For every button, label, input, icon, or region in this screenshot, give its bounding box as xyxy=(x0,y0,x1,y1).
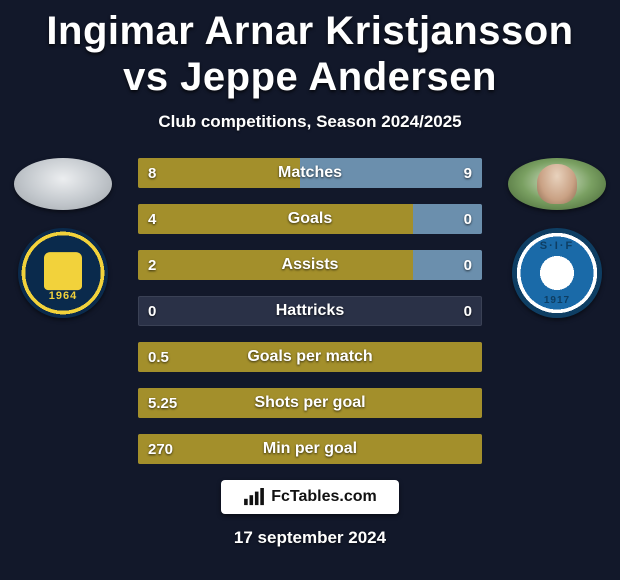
stat-bar-left xyxy=(138,250,413,280)
comparison-stage: Matches89 Goals40 Assists20 Hattricks0 0 Goal… xyxy=(0,158,620,464)
stat-label: Hattricks xyxy=(138,296,482,326)
right-club-crest xyxy=(512,228,602,318)
left-player-photo xyxy=(14,158,112,210)
stat-row: Min per goal270 xyxy=(138,434,482,464)
stat-bar-right xyxy=(300,158,482,188)
stat-row: Hattricks0 0 xyxy=(138,296,482,326)
page-title: Ingimar Arnar Kristjansson vs Jeppe Ande… xyxy=(0,0,620,100)
stat-bar-left xyxy=(138,342,482,372)
right-player-photo xyxy=(508,158,606,210)
stat-value-left: 0 xyxy=(138,296,166,326)
stat-bars: Matches89 Goals40 Assists20 Hattricks0 0 Goal… xyxy=(138,158,482,464)
stat-bar-left xyxy=(138,388,482,418)
stat-bar-right xyxy=(413,204,482,234)
stat-bar-left xyxy=(138,158,300,188)
stat-row: Goals40 xyxy=(138,204,482,234)
brand-text: FcTables.com xyxy=(271,488,377,506)
left-player-column xyxy=(8,158,118,318)
brand-badge: FcTables.com xyxy=(221,480,399,514)
right-player-column xyxy=(502,158,612,318)
stat-bar-left xyxy=(138,434,482,464)
stat-value-right: 0 xyxy=(454,296,482,326)
stat-row: Shots per goal5.25 xyxy=(138,388,482,418)
left-club-crest xyxy=(18,228,108,318)
stat-row: Matches89 xyxy=(138,158,482,188)
stat-bar-left xyxy=(138,204,413,234)
stat-row: Assists20 xyxy=(138,250,482,280)
date-text: 17 september 2024 xyxy=(0,528,620,548)
stat-bar-right xyxy=(413,250,482,280)
subtitle: Club competitions, Season 2024/2025 xyxy=(0,112,620,132)
chart-icon xyxy=(243,488,265,506)
stat-row: Goals per match0.5 xyxy=(138,342,482,372)
